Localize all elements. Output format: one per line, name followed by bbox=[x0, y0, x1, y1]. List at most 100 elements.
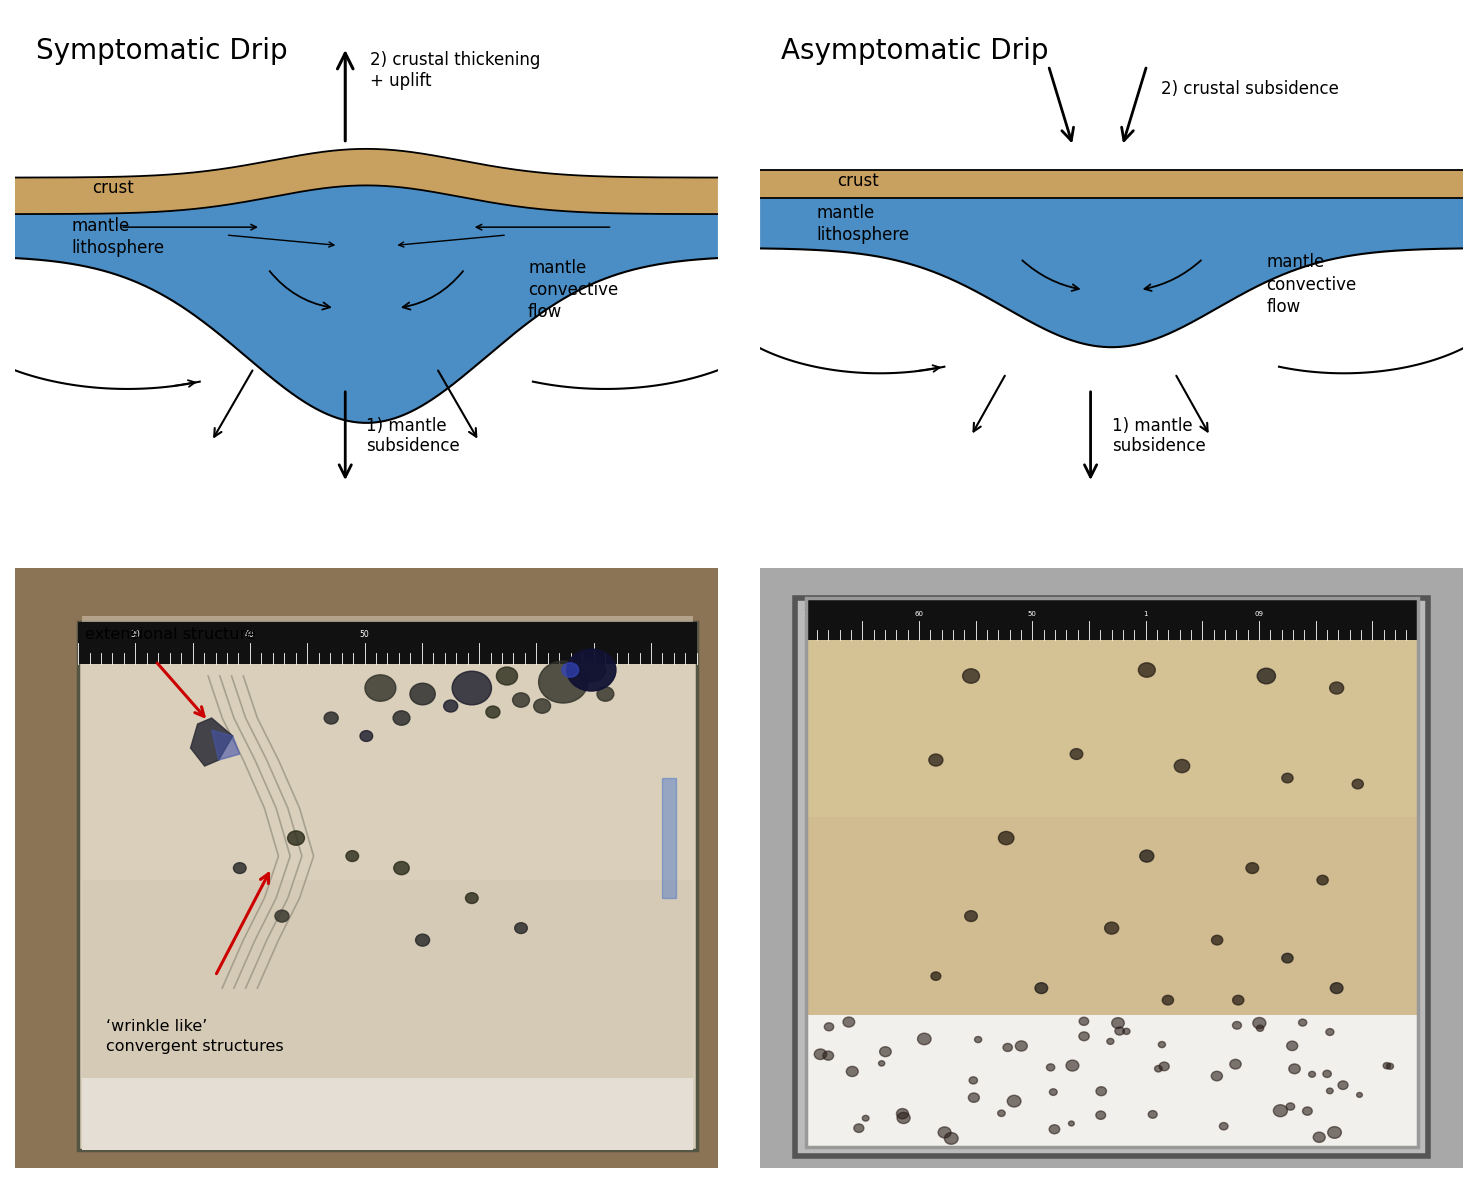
Text: mantle
convective
flow: mantle convective flow bbox=[1267, 254, 1357, 316]
Text: 30: 30 bbox=[130, 630, 140, 638]
Text: Asymptomatic Drip: Asymptomatic Drip bbox=[782, 37, 1049, 65]
Circle shape bbox=[1330, 983, 1344, 994]
Polygon shape bbox=[211, 730, 239, 760]
Circle shape bbox=[234, 863, 247, 873]
Circle shape bbox=[965, 911, 977, 922]
Bar bbox=[78, 622, 696, 1150]
Text: mantle
lithosphere: mantle lithosphere bbox=[71, 217, 164, 257]
Circle shape bbox=[1123, 1028, 1131, 1035]
Circle shape bbox=[514, 923, 528, 933]
Circle shape bbox=[897, 1113, 910, 1123]
Circle shape bbox=[1148, 1110, 1157, 1119]
Circle shape bbox=[1035, 983, 1048, 994]
Circle shape bbox=[288, 831, 304, 845]
Circle shape bbox=[1253, 1017, 1265, 1029]
Circle shape bbox=[1114, 1027, 1125, 1035]
Circle shape bbox=[825, 1023, 834, 1031]
Circle shape bbox=[1015, 1041, 1027, 1051]
Circle shape bbox=[1327, 1127, 1342, 1139]
Circle shape bbox=[513, 693, 529, 707]
Text: mantle
convective
flow: mantle convective flow bbox=[528, 258, 618, 321]
Circle shape bbox=[1286, 1103, 1295, 1110]
Circle shape bbox=[1095, 1112, 1106, 1120]
Bar bbox=[81, 1079, 693, 1150]
Text: crust: crust bbox=[838, 172, 879, 190]
Polygon shape bbox=[15, 149, 718, 214]
Circle shape bbox=[1219, 1122, 1228, 1130]
Circle shape bbox=[1258, 668, 1276, 684]
Circle shape bbox=[1233, 996, 1244, 1005]
Circle shape bbox=[562, 663, 579, 677]
Circle shape bbox=[970, 1077, 977, 1084]
Text: 1) mantle
subsidence: 1) mantle subsidence bbox=[367, 417, 460, 455]
Circle shape bbox=[1049, 1125, 1060, 1134]
Bar bbox=[806, 640, 1417, 817]
Circle shape bbox=[1138, 663, 1156, 677]
Circle shape bbox=[534, 699, 551, 713]
Circle shape bbox=[1111, 1017, 1125, 1029]
Circle shape bbox=[497, 667, 517, 686]
Circle shape bbox=[862, 1115, 869, 1121]
Circle shape bbox=[968, 1093, 980, 1102]
Circle shape bbox=[918, 1034, 931, 1044]
Circle shape bbox=[1104, 922, 1119, 935]
Circle shape bbox=[1338, 1081, 1348, 1089]
Text: 50: 50 bbox=[359, 630, 370, 638]
Circle shape bbox=[814, 1049, 826, 1060]
Bar bbox=[806, 640, 1417, 1147]
Circle shape bbox=[847, 1067, 859, 1076]
Circle shape bbox=[1159, 1042, 1166, 1048]
Circle shape bbox=[452, 671, 492, 704]
Circle shape bbox=[1357, 1093, 1363, 1097]
Circle shape bbox=[415, 935, 430, 946]
Circle shape bbox=[361, 730, 372, 741]
Circle shape bbox=[1004, 1043, 1012, 1051]
Circle shape bbox=[823, 1051, 834, 1060]
Circle shape bbox=[1287, 1041, 1298, 1050]
Circle shape bbox=[1308, 1071, 1315, 1077]
Circle shape bbox=[1079, 1031, 1089, 1041]
Circle shape bbox=[1097, 1087, 1107, 1096]
Circle shape bbox=[1069, 1121, 1075, 1126]
Circle shape bbox=[1140, 850, 1154, 863]
Text: 50: 50 bbox=[1027, 611, 1036, 617]
Circle shape bbox=[1323, 1070, 1332, 1077]
Polygon shape bbox=[760, 198, 1463, 347]
Text: 1: 1 bbox=[1144, 611, 1148, 617]
Bar bbox=[806, 1015, 1417, 1147]
Circle shape bbox=[1281, 773, 1293, 782]
Circle shape bbox=[1327, 1088, 1333, 1094]
Circle shape bbox=[1302, 1107, 1312, 1115]
Circle shape bbox=[1330, 682, 1344, 694]
Circle shape bbox=[1066, 1060, 1079, 1071]
Circle shape bbox=[1326, 1029, 1335, 1036]
Bar bbox=[806, 598, 1417, 1147]
Bar bbox=[806, 597, 1417, 640]
Circle shape bbox=[879, 1047, 891, 1056]
Circle shape bbox=[1299, 1020, 1307, 1027]
Text: extensional structure: extensional structure bbox=[86, 627, 256, 642]
Circle shape bbox=[409, 683, 435, 704]
Text: 1) mantle
subsidence: 1) mantle subsidence bbox=[1111, 417, 1206, 455]
Circle shape bbox=[842, 1017, 854, 1027]
Circle shape bbox=[1383, 1062, 1391, 1069]
Circle shape bbox=[466, 893, 479, 904]
Circle shape bbox=[1317, 876, 1329, 885]
Text: 5: 5 bbox=[804, 611, 808, 617]
Text: 09: 09 bbox=[1255, 611, 1264, 617]
Circle shape bbox=[1386, 1063, 1394, 1069]
Text: crust: crust bbox=[92, 179, 134, 197]
Circle shape bbox=[443, 700, 458, 712]
Text: 2) crustal thickening
+ uplift: 2) crustal thickening + uplift bbox=[370, 51, 541, 90]
Text: mantle
lithosphere: mantle lithosphere bbox=[816, 204, 909, 244]
Circle shape bbox=[324, 712, 338, 725]
Circle shape bbox=[1008, 1095, 1021, 1107]
Circle shape bbox=[1289, 1064, 1301, 1074]
Bar bbox=[78, 622, 696, 664]
Circle shape bbox=[566, 649, 616, 691]
Polygon shape bbox=[191, 719, 232, 766]
Circle shape bbox=[999, 832, 1014, 845]
Circle shape bbox=[1212, 936, 1222, 945]
Circle shape bbox=[1162, 996, 1174, 1005]
Circle shape bbox=[897, 1108, 909, 1119]
